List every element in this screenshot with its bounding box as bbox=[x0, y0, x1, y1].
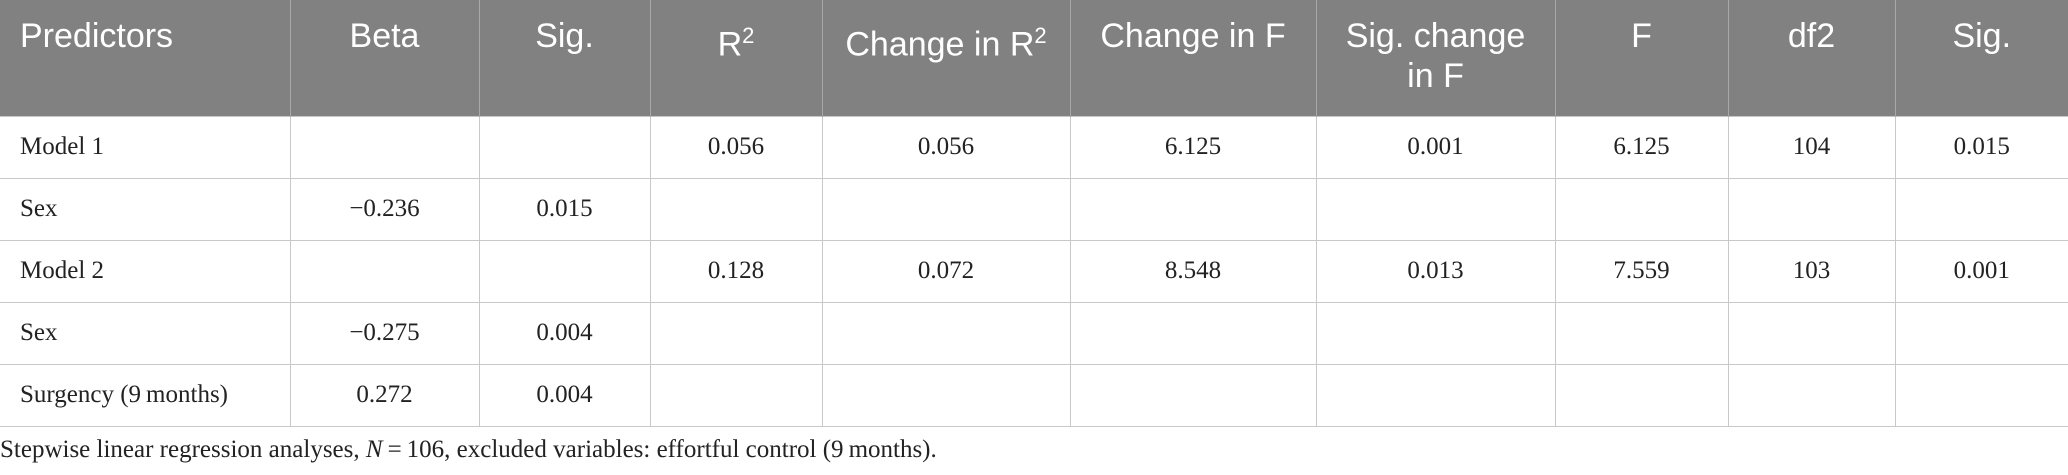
table-cell: −0.275 bbox=[289, 301, 480, 365]
empty-cell bbox=[821, 301, 1071, 365]
empty-cell bbox=[1727, 301, 1896, 365]
empty-cell bbox=[1727, 363, 1896, 427]
table-cell: 0.272 bbox=[289, 363, 480, 427]
empty-cell bbox=[1554, 301, 1729, 365]
empty-cell bbox=[1554, 177, 1729, 241]
empty-cell bbox=[1069, 363, 1317, 427]
header-cell: df2 bbox=[1727, 0, 1895, 116]
header-text: R bbox=[717, 25, 743, 64]
empty-cell bbox=[1894, 177, 2068, 241]
table-cell: 0.001 bbox=[1894, 239, 2068, 303]
table-cell: Sex bbox=[0, 177, 291, 241]
empty-cell bbox=[1315, 363, 1556, 427]
header-text: Change in R bbox=[845, 25, 1035, 64]
header-cell: Change in R2 bbox=[821, 0, 1070, 116]
header-cell: Sig. bbox=[478, 0, 650, 116]
header-cell: Sig. change in F bbox=[1315, 0, 1555, 116]
empty-cell bbox=[1315, 177, 1556, 241]
table-row: Sex −0.275 0.004 bbox=[0, 301, 2068, 365]
empty-cell bbox=[1554, 363, 1729, 427]
table-cell: 0.015 bbox=[478, 177, 651, 241]
table-cell: 8.548 bbox=[1069, 239, 1317, 303]
empty-cell bbox=[1315, 301, 1556, 365]
table-row: Surgency (9 months) 0.272 0.004 bbox=[0, 363, 2068, 427]
footnote-italic: N bbox=[365, 436, 383, 463]
table-cell: 0.015 bbox=[1894, 115, 2068, 179]
table-cell: 0.004 bbox=[478, 301, 651, 365]
header-cell: Predictors bbox=[0, 0, 290, 116]
table-cell: 6.125 bbox=[1554, 115, 1729, 179]
empty-cell bbox=[478, 239, 651, 303]
footnote-text: = 106, excluded variables: effortful con… bbox=[382, 436, 937, 463]
table-cell: Sex bbox=[0, 301, 291, 365]
table-cell: 7.559 bbox=[1554, 239, 1729, 303]
table-cell: 0.128 bbox=[649, 239, 823, 303]
table-row: Model 2 0.128 0.072 8.548 0.013 7.559 103 0.001 bbox=[0, 239, 2068, 303]
table-cell: 0.056 bbox=[649, 115, 823, 179]
header-superscript: 2 bbox=[1034, 23, 1047, 48]
table-cell: 103 bbox=[1727, 239, 1896, 303]
empty-cell bbox=[478, 115, 651, 179]
header-cell: Change in F bbox=[1069, 0, 1316, 116]
table-cell: Surgency (9 months) bbox=[0, 363, 291, 427]
empty-cell bbox=[289, 115, 480, 179]
empty-cell bbox=[289, 239, 480, 303]
empty-cell bbox=[1069, 301, 1317, 365]
empty-cell bbox=[1727, 177, 1896, 241]
table-cell: −0.236 bbox=[289, 177, 480, 241]
table-cell: 0.004 bbox=[478, 363, 651, 427]
header-cell: F bbox=[1554, 0, 1728, 116]
empty-cell bbox=[821, 363, 1071, 427]
table-cell: Model 1 bbox=[0, 115, 291, 179]
regression-table: Predictors Beta Sig. R2 Change in R2 Change i… bbox=[0, 0, 2068, 427]
table-cell: 6.125 bbox=[1069, 115, 1317, 179]
empty-cell bbox=[649, 363, 823, 427]
header-cell: Sig. bbox=[1894, 0, 2068, 116]
table-cell: 0.001 bbox=[1315, 115, 1556, 179]
table-body: Model 1 0.056 0.056 6.125 0.001 6.125 104 0.015… bbox=[0, 115, 2068, 427]
empty-cell bbox=[1894, 363, 2068, 427]
table-cell: 104 bbox=[1727, 115, 1896, 179]
table-cell: 0.072 bbox=[821, 239, 1071, 303]
table-row: Model 1 0.056 0.056 6.125 0.001 6.125 104 0.015 bbox=[0, 115, 2068, 179]
table-cell: Model 2 bbox=[0, 239, 291, 303]
table-cell: 0.056 bbox=[821, 115, 1071, 179]
empty-cell bbox=[649, 177, 823, 241]
table-row: Sex −0.236 0.015 bbox=[0, 177, 2068, 241]
empty-cell bbox=[821, 177, 1071, 241]
footnote-text: Stepwise linear regression analyses, bbox=[0, 436, 366, 463]
empty-cell bbox=[649, 301, 823, 365]
header-cell: R2 bbox=[649, 0, 822, 116]
empty-cell bbox=[1069, 177, 1317, 241]
header-superscript: 2 bbox=[742, 23, 755, 48]
table-cell: 0.013 bbox=[1315, 239, 1556, 303]
empty-cell bbox=[1894, 301, 2068, 365]
header-row: Predictors Beta Sig. R2 Change in R2 Change i… bbox=[0, 0, 2068, 116]
header-cell: Beta bbox=[289, 0, 479, 116]
footnote: Stepwise linear regression analyses, N =… bbox=[0, 436, 937, 464]
